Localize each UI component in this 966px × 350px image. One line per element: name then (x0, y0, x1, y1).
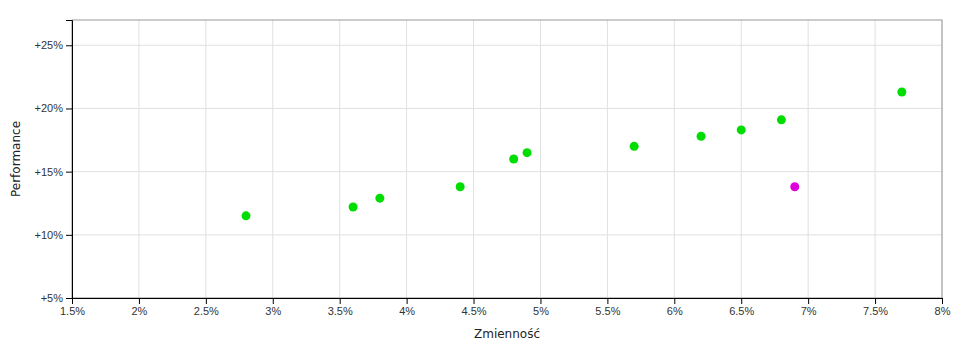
x-axis-tick-mark (808, 298, 809, 304)
grid-line-x (473, 20, 474, 298)
y-axis-tick-label: +10% (35, 229, 64, 241)
y-axis-tick: +20% (35, 102, 72, 114)
x-axis-tick-mark (474, 298, 475, 304)
y-axis-tick-label: +25% (35, 39, 64, 51)
y-axis-tick-mark (66, 45, 72, 46)
x-axis-tick-mark (942, 298, 943, 304)
grid-line-y (72, 171, 942, 172)
x-axis-tick-mark (741, 298, 742, 304)
y-axis-tick: +5% (41, 292, 72, 304)
y-axis: +5% +10% +15% +20% +25% (35, 21, 73, 305)
x-axis-tick: 7.5% (863, 298, 888, 317)
grid-line-x (138, 20, 139, 298)
x-axis-tick: 3% (265, 298, 281, 317)
x-axis-tick-mark (139, 298, 140, 304)
point (697, 132, 706, 141)
x-axis-line (73, 299, 943, 305)
x-axis-tick-mark (875, 298, 876, 304)
y-axis-title: Performance (9, 121, 23, 197)
y-axis-tick: +15% (35, 166, 72, 178)
x-axis-tick-label: 2% (131, 305, 147, 317)
x-axis-tick: 4.5% (461, 298, 486, 317)
x-axis-tick: 6.5% (729, 298, 754, 317)
y-axis-tick-label: +5% (41, 292, 64, 304)
x-axis-tick: 2% (131, 298, 147, 317)
grid-line-x (674, 20, 675, 298)
x-axis-tick-mark (607, 298, 608, 304)
x-axis-tick-label: 2.5% (194, 305, 219, 317)
y-axis-tick-mark (66, 172, 72, 173)
plot-frame (72, 20, 942, 298)
x-axis-tick-label: 6.5% (729, 305, 754, 317)
x-axis-tick-label: 5% (533, 305, 549, 317)
x-axis-tick-label: 4% (399, 305, 415, 317)
x-axis-tick-mark (340, 298, 341, 304)
point (242, 211, 251, 220)
x-axis-tick-label: 3% (265, 305, 281, 317)
x-axis-tick-label: 4.5% (461, 305, 486, 317)
x-axis-tick: 5.5% (595, 298, 620, 317)
x-axis-tick: 3.5% (328, 298, 353, 317)
x-axis-tick-label: 1.5% (60, 305, 85, 317)
point (509, 155, 518, 164)
y-axis-tick: +25% (35, 39, 72, 51)
x-axis-title: Zmienność (474, 327, 540, 341)
point (375, 194, 384, 203)
x-axis-tick-mark (407, 298, 408, 304)
grid-line-x (205, 20, 206, 298)
point (523, 148, 532, 157)
grid-line-y (72, 45, 942, 46)
point (737, 125, 746, 134)
point (349, 203, 358, 212)
points (242, 88, 907, 221)
y-axis-tick-mark (66, 108, 72, 109)
x-axis: 1.5% 2% 2.5% 3% 3.5% 4% 4.5% 5% 5.5% 6% 6.5% 7% 7.5%… (60, 298, 951, 317)
grid-line-x (607, 20, 608, 298)
series (242, 88, 907, 221)
x-axis-tick-label: 7% (801, 305, 817, 317)
x-axis-tick-label: 7.5% (863, 305, 888, 317)
x-axis-tick-mark (206, 298, 207, 304)
grid-line-x (406, 20, 407, 298)
x-axis-tick: 1.5% (60, 298, 85, 317)
grid-line-x (875, 20, 876, 298)
point (790, 182, 799, 191)
x-axis-tick-mark (674, 298, 675, 304)
point (456, 182, 465, 191)
y-axis-tick: +10% (35, 229, 72, 241)
grid-line-y (72, 234, 942, 235)
chart: 1.5% 2% 2.5% 3% 3.5% 4% 4.5% 5% 5.5% 6% 6.5% 7% 7.5%… (0, 0, 966, 350)
grid-line-x (339, 20, 340, 298)
y-axis-tick-label: +15% (35, 166, 64, 178)
x-axis-tick-label: 3.5% (328, 305, 353, 317)
x-axis-tick: 6% (667, 298, 683, 317)
plot-area: 1.5% 2% 2.5% 3% 3.5% 4% 4.5% 5% 5.5% 6% 6.5% 7% 7.5%… (35, 20, 951, 317)
x-axis-tick: 7% (801, 298, 817, 317)
grid-line-y (72, 108, 942, 109)
point (777, 115, 786, 124)
series (790, 182, 799, 191)
grid (72, 20, 942, 298)
y-axis-line (66, 21, 73, 299)
x-axis-tick-label: 6% (667, 305, 683, 317)
x-axis-tick-label: 5.5% (595, 305, 620, 317)
x-axis-tick-mark (540, 298, 541, 304)
x-axis-tick: 8% (935, 298, 951, 317)
point (897, 88, 906, 97)
y-axis-tick-mark (66, 298, 72, 299)
grid-line-x (741, 20, 742, 298)
grid-line-x (272, 20, 273, 298)
x-axis-tick-mark (273, 298, 274, 304)
grid-line-x (808, 20, 809, 298)
x-axis-tick: 2.5% (194, 298, 219, 317)
y-axis-tick-label: +20% (35, 102, 64, 114)
x-axis-tick-label: 8% (935, 305, 951, 317)
x-axis-tick: 4% (399, 298, 415, 317)
grid-line-x (540, 20, 541, 298)
point (630, 142, 639, 151)
x-axis-tick: 5% (533, 298, 549, 317)
y-axis-tick-mark (66, 235, 72, 236)
